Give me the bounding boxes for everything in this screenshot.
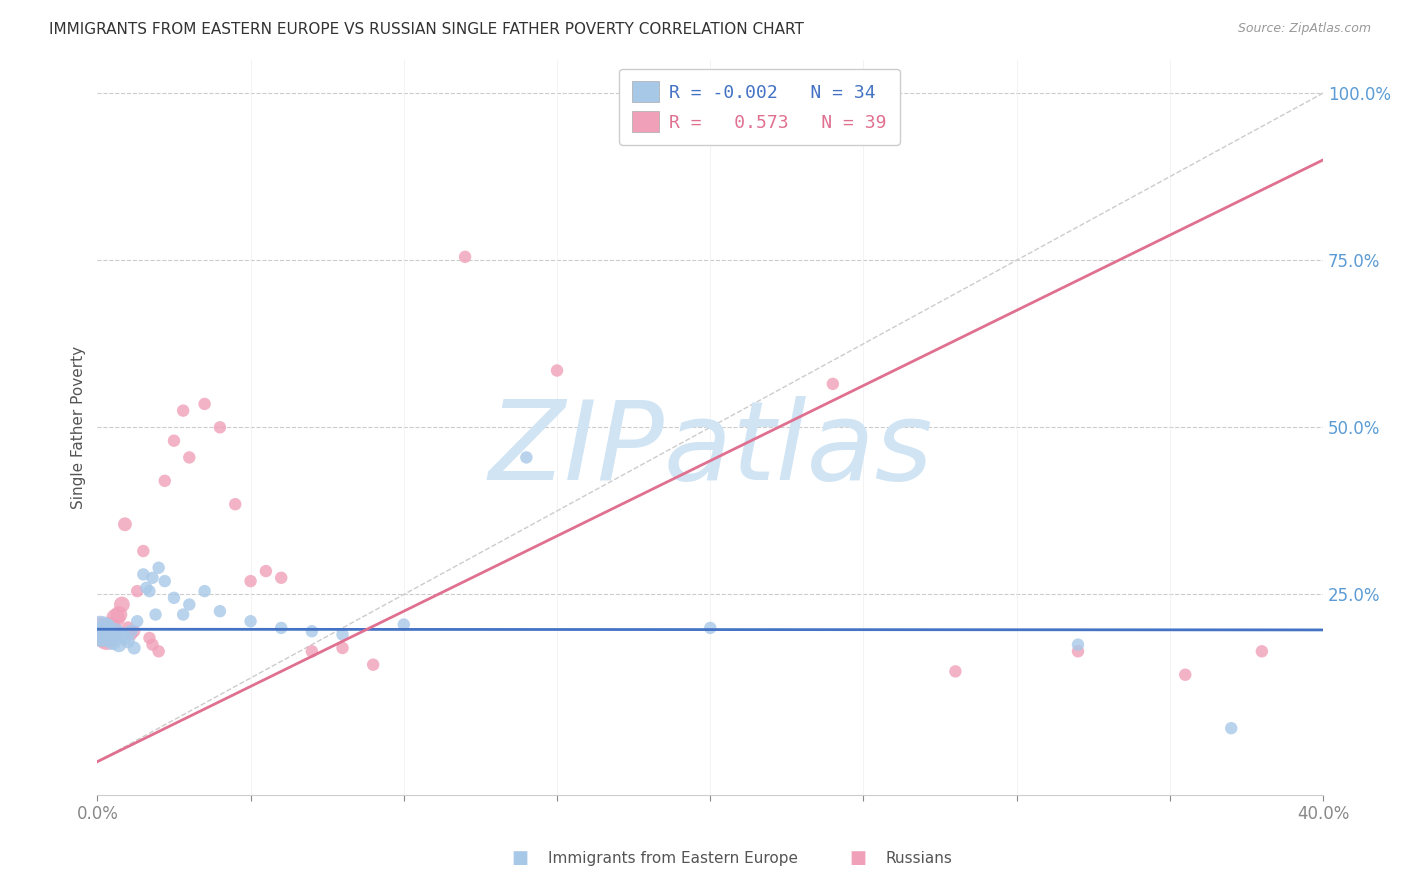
Text: Immigrants from Eastern Europe: Immigrants from Eastern Europe [548, 851, 799, 865]
Point [301, 624, 323, 639]
Point [148, 560, 170, 574]
Point [96, 621, 118, 635]
Point [1220, 721, 1243, 735]
Point [270, 571, 292, 585]
Point [127, 584, 149, 599]
Point [208, 604, 231, 618]
Y-axis label: Single Father Poverty: Single Father Poverty [72, 346, 86, 509]
Point [104, 624, 127, 639]
Point [153, 474, 176, 488]
Point [114, 517, 136, 532]
Point [89, 624, 111, 639]
Point [141, 638, 163, 652]
Point [122, 640, 145, 655]
Text: Source: ZipAtlas.com: Source: ZipAtlas.com [1237, 22, 1371, 36]
Point [117, 621, 139, 635]
Point [361, 657, 384, 672]
Point [101, 634, 124, 648]
Point [93, 627, 115, 641]
Point [546, 363, 568, 377]
Point [1067, 644, 1090, 658]
Point [332, 640, 354, 655]
Point [127, 614, 149, 628]
Point [699, 86, 721, 100]
Point [301, 644, 323, 658]
Point [138, 584, 160, 599]
Point [332, 627, 354, 641]
Legend: R = -0.002   N = 34, R =   0.573   N = 39: R = -0.002 N = 34, R = 0.573 N = 39 [619, 69, 900, 145]
Point [145, 607, 167, 622]
Point [623, 86, 645, 100]
Point [107, 607, 129, 622]
Text: ■: ■ [849, 849, 866, 867]
Point [122, 624, 145, 639]
Point [945, 665, 967, 679]
Point [1174, 667, 1197, 681]
Point [138, 631, 160, 645]
Point [515, 450, 537, 465]
Point [111, 598, 134, 612]
Point [120, 627, 142, 641]
Point [141, 571, 163, 585]
Text: ZIPatlas: ZIPatlas [488, 396, 932, 503]
Point [254, 564, 277, 578]
Point [163, 434, 186, 448]
Point [454, 250, 477, 264]
Text: Russians: Russians [886, 851, 953, 865]
Point [163, 591, 186, 605]
Point [392, 617, 415, 632]
Point [120, 624, 142, 639]
Point [270, 621, 292, 635]
Point [132, 544, 155, 558]
Point [148, 644, 170, 658]
Text: IMMIGRANTS FROM EASTERN EUROPE VS RUSSIAN SINGLE FATHER POVERTY CORRELATION CHAR: IMMIGRANTS FROM EASTERN EUROPE VS RUSSIA… [49, 22, 804, 37]
Point [224, 497, 246, 511]
Point [98, 621, 121, 635]
Point [89, 624, 111, 639]
Point [1250, 644, 1272, 658]
Point [107, 638, 129, 652]
Point [114, 631, 136, 645]
Point [821, 376, 844, 391]
Point [239, 614, 262, 628]
Point [1067, 638, 1090, 652]
Point [93, 627, 115, 641]
Text: ■: ■ [512, 849, 529, 867]
Point [135, 581, 157, 595]
Point [104, 611, 127, 625]
Point [153, 574, 176, 588]
Point [101, 624, 124, 639]
Point [699, 621, 721, 635]
Point [239, 574, 262, 588]
Point [179, 450, 201, 465]
Point [96, 631, 118, 645]
Point [194, 584, 217, 599]
Point [172, 403, 194, 417]
Point [179, 598, 201, 612]
Point [117, 634, 139, 648]
Point [98, 631, 121, 645]
Point [208, 420, 231, 434]
Point [194, 397, 217, 411]
Point [111, 627, 134, 641]
Point [132, 567, 155, 582]
Point [172, 607, 194, 622]
